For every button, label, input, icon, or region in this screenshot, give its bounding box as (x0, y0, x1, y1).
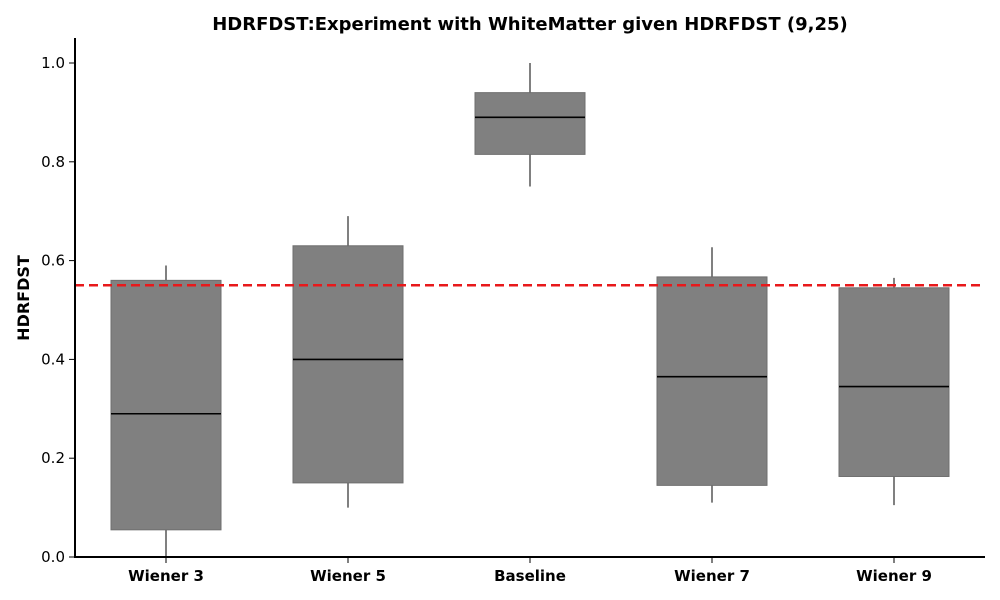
plot-area (75, 63, 985, 557)
y-axis-label: HDRFDST (14, 255, 33, 341)
y-tick-label: 0.6 (41, 252, 65, 270)
y-tick-label: 0.4 (41, 350, 65, 368)
y-tick-label: 0.0 (41, 548, 65, 566)
y-tick-label: 1.0 (41, 54, 65, 72)
chart-title: HDRFDST:Experiment with WhiteMatter give… (212, 14, 848, 35)
box (474, 92, 586, 155)
box (292, 245, 404, 484)
box (656, 276, 768, 486)
box-group (292, 216, 404, 508)
y-tick-label: 0.2 (41, 449, 65, 467)
x-tick-label: Wiener 3 (128, 567, 204, 585)
x-tick-label: Wiener 9 (856, 567, 932, 585)
box-group (656, 247, 768, 503)
box-group (838, 277, 950, 506)
box-group (110, 265, 222, 557)
box (838, 287, 950, 477)
box-group (474, 63, 586, 187)
x-tick-label: Wiener 5 (310, 567, 386, 585)
x-tick-label: Wiener 7 (674, 567, 750, 585)
box (110, 279, 222, 531)
x-tick-label: Baseline (494, 567, 566, 585)
y-tick-label: 0.8 (41, 153, 65, 171)
axes: 0.0 0.2 0.4 0.6 0.8 1.0 Wiener 3 Wiener 5 Baseli… (41, 38, 985, 585)
